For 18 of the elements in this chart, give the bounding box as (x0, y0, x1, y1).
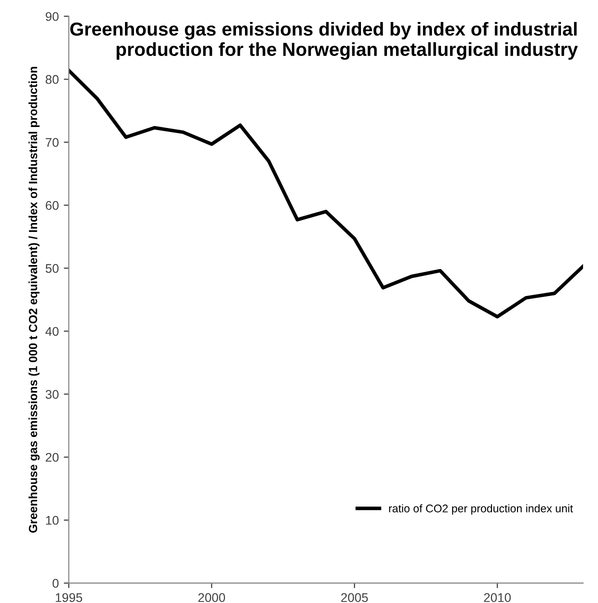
y-tick-label: 0 (52, 578, 59, 588)
y-axis-title: Greenhouse gas emissions (1 000 t CO2 equivalent) / Index of Industrial production (28, 66, 40, 533)
x-tick-label: 2010 (484, 593, 511, 602)
x-tick-label: 1995 (56, 593, 82, 602)
line-series (68, 68, 584, 318)
y-tick-label: 50 (46, 264, 59, 273)
y-tick-label: 60 (46, 201, 59, 210)
y-tick-label: 30 (46, 390, 59, 399)
x-tick-label: 2000 (198, 593, 226, 602)
y-tick-label: 70 (46, 138, 59, 147)
legend-label: ratio of CO2 per production index unit (389, 504, 573, 515)
text: Greenhouse gas emissions divided by index of industrial production for the Norwegian metallurgical industry (70, 22, 578, 60)
x-tick-label: 2005 (341, 593, 368, 602)
y-tick-label: 80 (46, 75, 59, 84)
y-tick-label: 40 (45, 326, 59, 336)
y-tick-label: 90 (46, 12, 59, 21)
y-tick-label: 10 (46, 516, 59, 525)
y-tick-label: 20 (46, 452, 59, 462)
